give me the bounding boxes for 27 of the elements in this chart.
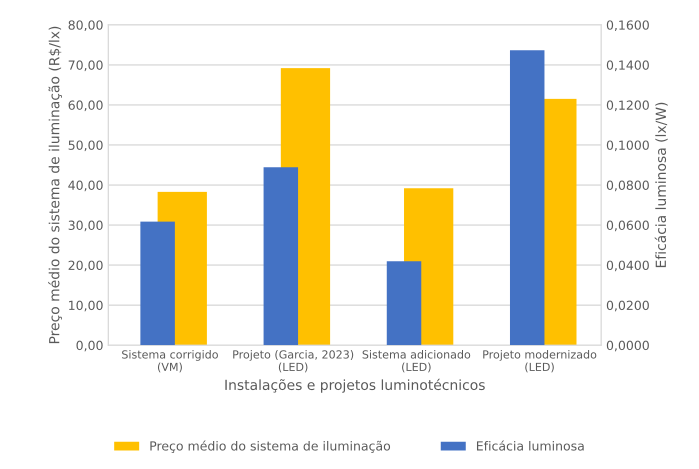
y2-tick-label: 0,1400 [606,60,649,72]
y2-tick-label: 0,1000 [606,140,649,152]
y2-tick-label: 0,0200 [606,300,649,312]
y-tick-label: 0,00 [76,340,103,352]
legend-label: Preço médio do sistema de iluminação [150,440,390,453]
y-tick-label: 20,00 [68,260,103,272]
x-tick-label: Projeto (Garcia, 2023) (LED) [233,350,354,372]
y-tick-label: 50,00 [68,140,103,152]
y-tick-label: 70,00 [68,60,103,72]
y-tick-label: 40,00 [68,180,103,192]
y2-tick-label: 0,0600 [606,220,649,232]
y2-tick-label: 0,0400 [606,260,649,272]
y2-tick-label: 0,1600 [606,20,649,32]
x-tick-label: Sistema adicionado (LED) [362,350,470,372]
y-tick-label: 80,00 [68,20,103,32]
x-tick-label: Projeto modernizado (LED) [483,350,596,372]
y2-tick-label: 0,1200 [606,100,649,112]
y-axis-title: Preço médio do sistema de iluminação (R$/lx) [48,26,62,344]
y2-tick-label: 0,0800 [606,180,649,192]
y2-tick-label: 0,0000 [606,340,649,352]
y-tick-label: 30,00 [68,220,103,232]
x-axis-title: Instalações e projetos luminotécnicos [225,378,485,393]
x-tick-label: Sistema corrigido (VM) [122,350,218,372]
legend-label: Eficácia luminosa [476,440,584,451]
y-tick-label: 60,00 [68,100,103,112]
y2-axis-title: Eficácia luminosa (lx/W) [654,102,668,268]
y-tick-label: 10,00 [69,300,103,312]
